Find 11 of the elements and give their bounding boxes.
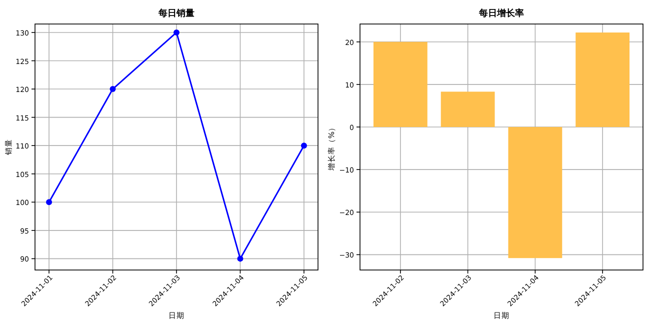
point (300, 142, 307, 149)
bar (440, 92, 495, 127)
point (174, 29, 180, 36)
chart-title: 每日销量 (158, 8, 194, 19)
point (46, 199, 52, 206)
point (110, 86, 116, 92)
point (237, 256, 244, 262)
bar (373, 42, 428, 127)
bar (576, 32, 630, 127)
bar (508, 126, 562, 258)
chart-title: 每日增长率 (478, 8, 524, 19)
